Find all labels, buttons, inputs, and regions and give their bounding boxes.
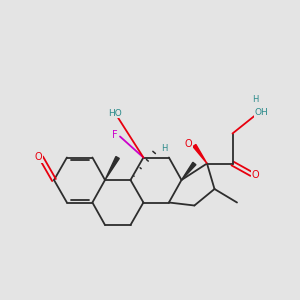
Text: O: O [35, 152, 43, 163]
Polygon shape [182, 162, 196, 180]
Text: HO: HO [108, 109, 122, 118]
Text: H: H [252, 94, 258, 103]
Text: F: F [112, 130, 117, 140]
Polygon shape [193, 145, 207, 164]
Text: O: O [184, 139, 192, 149]
Text: O: O [251, 170, 259, 181]
Polygon shape [105, 157, 119, 180]
Text: H: H [161, 144, 167, 153]
Text: OH: OH [254, 108, 268, 117]
